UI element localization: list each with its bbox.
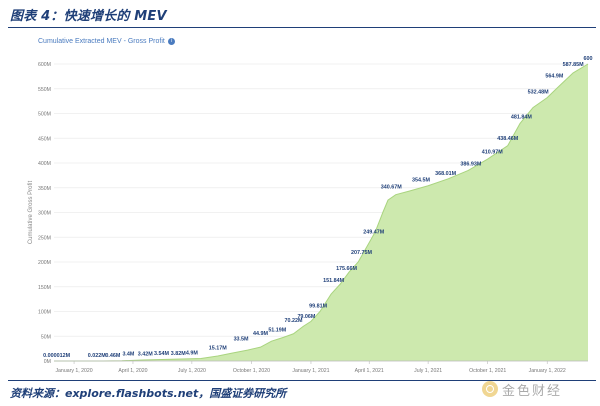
data-label: 33.5M — [234, 336, 249, 342]
data-label: 44.9M — [253, 331, 268, 337]
y-tick-label: 500M — [38, 112, 51, 118]
x-tick-label: October 1, 2020 — [233, 368, 270, 374]
data-label: 0.46M — [105, 353, 120, 359]
data-label: 4.9M — [186, 351, 198, 357]
y-tick-label: 250M — [38, 235, 51, 241]
data-label: 0.000012M — [43, 353, 70, 359]
data-label: 368.01M — [435, 171, 456, 177]
data-label: 151.84M — [323, 278, 344, 284]
data-label: 600 — [584, 56, 593, 62]
y-tick-label: 200M — [38, 260, 51, 266]
data-label: 3.54M — [154, 351, 169, 357]
info-icon[interactable]: i — [167, 38, 175, 45]
y-tick-label: 300M — [38, 211, 51, 217]
chart-container: 0M 50M 100M 150M 200M 250M 300M 350M 400M 450M 500… — [20, 31, 594, 378]
y-tick-label: 600M — [38, 62, 51, 68]
data-label: 354.5M — [412, 178, 430, 184]
x-tick-label: January 1, 2021 — [292, 368, 329, 374]
y-tick-label: 450M — [38, 136, 51, 142]
watermark-text: 金色财经 — [502, 383, 563, 399]
data-label: 481.84M — [511, 114, 532, 120]
data-label: 438.46M — [497, 136, 518, 142]
data-label: 564.9M — [545, 73, 563, 79]
chart-svg: 0M 50M 100M 150M 200M 250M 300M 350M 400M 450M 500… — [28, 56, 593, 374]
data-label: 3.82M — [171, 351, 186, 357]
figure-title: 图表 4：快速增长的 MEV — [10, 9, 167, 24]
data-label: 386.93M — [460, 161, 481, 167]
chart-title-row: Cumulative Extracted MEV - Gross Profit … — [38, 38, 175, 45]
x-tick-label: July 1, 2020 — [178, 368, 206, 374]
data-label: 15.17M — [209, 345, 227, 351]
data-label: 3.4M — [122, 351, 134, 357]
watermark-logo-icon — [482, 381, 498, 397]
data-label: 175.66M — [336, 266, 357, 272]
data-label: 587.85M — [563, 62, 584, 68]
y-tick-label: 400M — [38, 161, 51, 167]
watermark: 金色财经 — [482, 379, 562, 399]
series-area — [54, 64, 588, 361]
data-label: 207.75M — [351, 250, 372, 256]
data-label: 410.97M — [482, 150, 503, 156]
y-tick-label: 50M — [41, 334, 51, 340]
data-label: 340.67M — [381, 184, 402, 190]
y-tick-label: 350M — [38, 186, 51, 192]
x-tick-label: July 1, 2021 — [414, 368, 442, 374]
data-label: 70.22M — [284, 318, 302, 324]
x-tick-label: January 1, 2020 — [55, 368, 92, 374]
data-label: 79.06M — [297, 314, 315, 320]
x-tick-label: October 1, 2021 — [469, 368, 506, 374]
y-axis-label: Cumulative Gross Profit — [28, 180, 34, 244]
x-tick-label: April 1, 2021 — [355, 368, 384, 374]
data-label: 0.022M — [88, 353, 106, 359]
y-tick-label: 150M — [38, 285, 51, 291]
data-label: 99.81M — [309, 304, 327, 310]
data-label: 3.42M — [138, 351, 153, 357]
top-rule — [8, 27, 596, 28]
bottom-rule — [8, 380, 596, 381]
x-tick-label: January 1, 2022 — [529, 368, 566, 374]
data-label: 51.19M — [268, 328, 286, 334]
y-tick-label: 550M — [38, 87, 51, 93]
y-tick-label: 0M — [44, 359, 51, 365]
figure-header: 图表 4：快速增长的 MEV — [0, 0, 600, 28]
y-tick-label: 100M — [38, 310, 51, 316]
chart-title: Cumulative Extracted MEV - Gross Profit — [38, 38, 165, 45]
source-note: 资料来源：explore.flashbots.net，国盛证券研究所 — [10, 387, 287, 400]
data-label: 249.47M — [363, 230, 384, 236]
x-tick-label: April 1, 2020 — [118, 368, 147, 374]
series-line — [53, 63, 589, 362]
data-label: 532.48M — [528, 89, 549, 95]
